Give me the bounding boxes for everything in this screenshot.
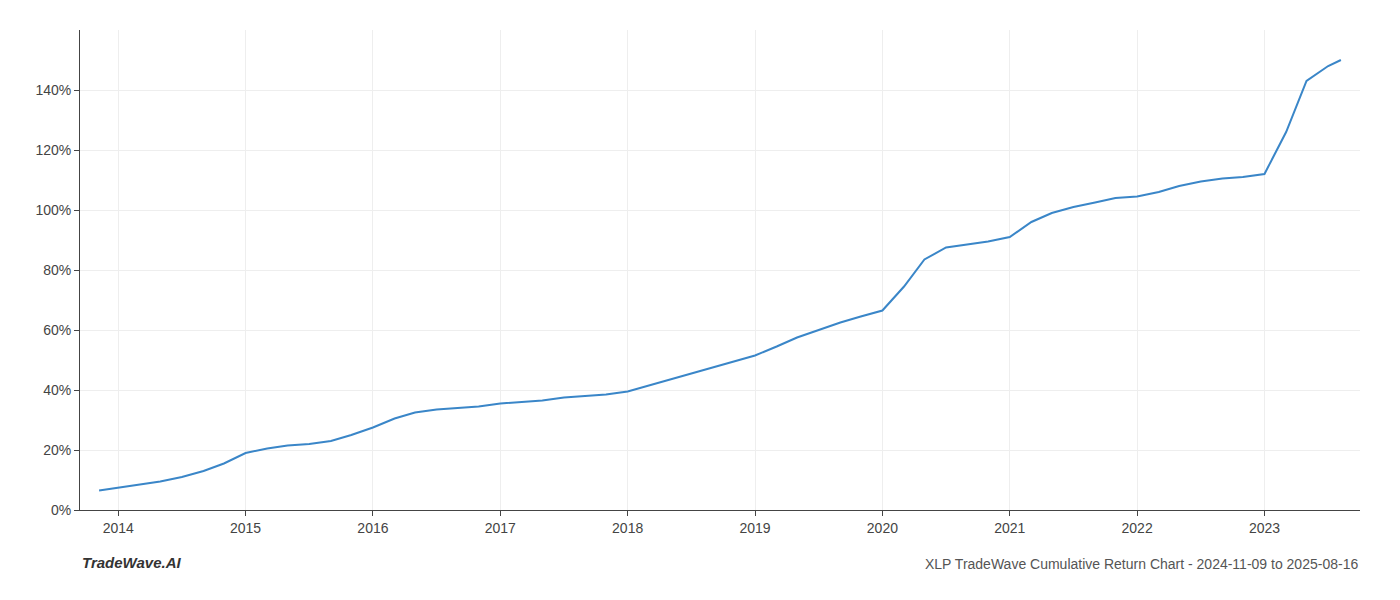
svg-text:TradeWave.AI: TradeWave.AI: [82, 554, 181, 571]
svg-text:XLP TradeWave Cumulative Retur: XLP TradeWave Cumulative Return Chart - …: [925, 556, 1358, 572]
svg-text:20%: 20%: [43, 442, 71, 458]
svg-text:140%: 140%: [35, 82, 71, 98]
svg-text:60%: 60%: [43, 322, 71, 338]
svg-text:80%: 80%: [43, 262, 71, 278]
svg-text:2023: 2023: [1249, 520, 1280, 536]
svg-text:120%: 120%: [35, 142, 71, 158]
svg-text:2017: 2017: [485, 520, 516, 536]
svg-text:0%: 0%: [51, 502, 71, 518]
svg-text:2021: 2021: [994, 520, 1025, 536]
svg-text:2014: 2014: [103, 520, 134, 536]
svg-text:2018: 2018: [612, 520, 643, 536]
svg-text:2022: 2022: [1122, 520, 1153, 536]
svg-text:100%: 100%: [35, 202, 71, 218]
svg-text:2016: 2016: [357, 520, 388, 536]
svg-text:40%: 40%: [43, 382, 71, 398]
svg-text:2020: 2020: [867, 520, 898, 536]
svg-text:2015: 2015: [230, 520, 261, 536]
svg-text:2019: 2019: [739, 520, 770, 536]
